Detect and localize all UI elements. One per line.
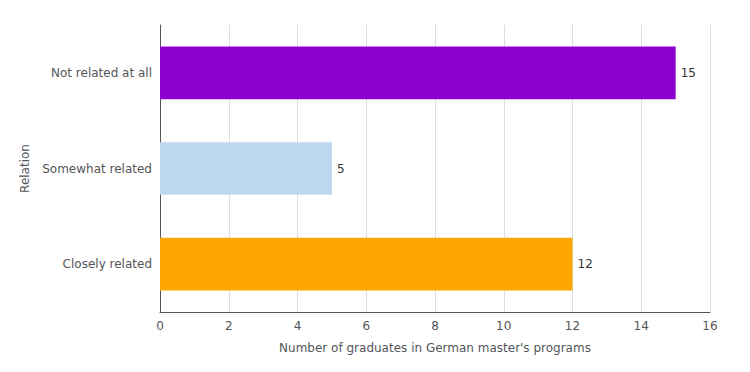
svg-text:14: 14 bbox=[634, 319, 649, 333]
svg-text:8: 8 bbox=[431, 319, 439, 333]
svg-text:16: 16 bbox=[702, 319, 717, 333]
svg-text:5: 5 bbox=[337, 162, 345, 176]
svg-text:Somewhat related: Somewhat related bbox=[42, 162, 152, 176]
svg-text:10: 10 bbox=[496, 319, 511, 333]
svg-text:15: 15 bbox=[681, 66, 696, 80]
svg-text:Closely related: Closely related bbox=[63, 257, 152, 271]
svg-text:12: 12 bbox=[578, 257, 593, 271]
svg-text:2: 2 bbox=[225, 319, 233, 333]
svg-text:6: 6 bbox=[362, 319, 370, 333]
svg-text:Relation: Relation bbox=[18, 144, 32, 193]
svg-text:Number of graduates in German: Number of graduates in German master's p… bbox=[279, 341, 591, 355]
svg-text:Not related at all: Not related at all bbox=[51, 66, 152, 80]
svg-text:0: 0 bbox=[156, 319, 164, 333]
svg-text:12: 12 bbox=[565, 319, 580, 333]
svg-text:4: 4 bbox=[294, 319, 302, 333]
